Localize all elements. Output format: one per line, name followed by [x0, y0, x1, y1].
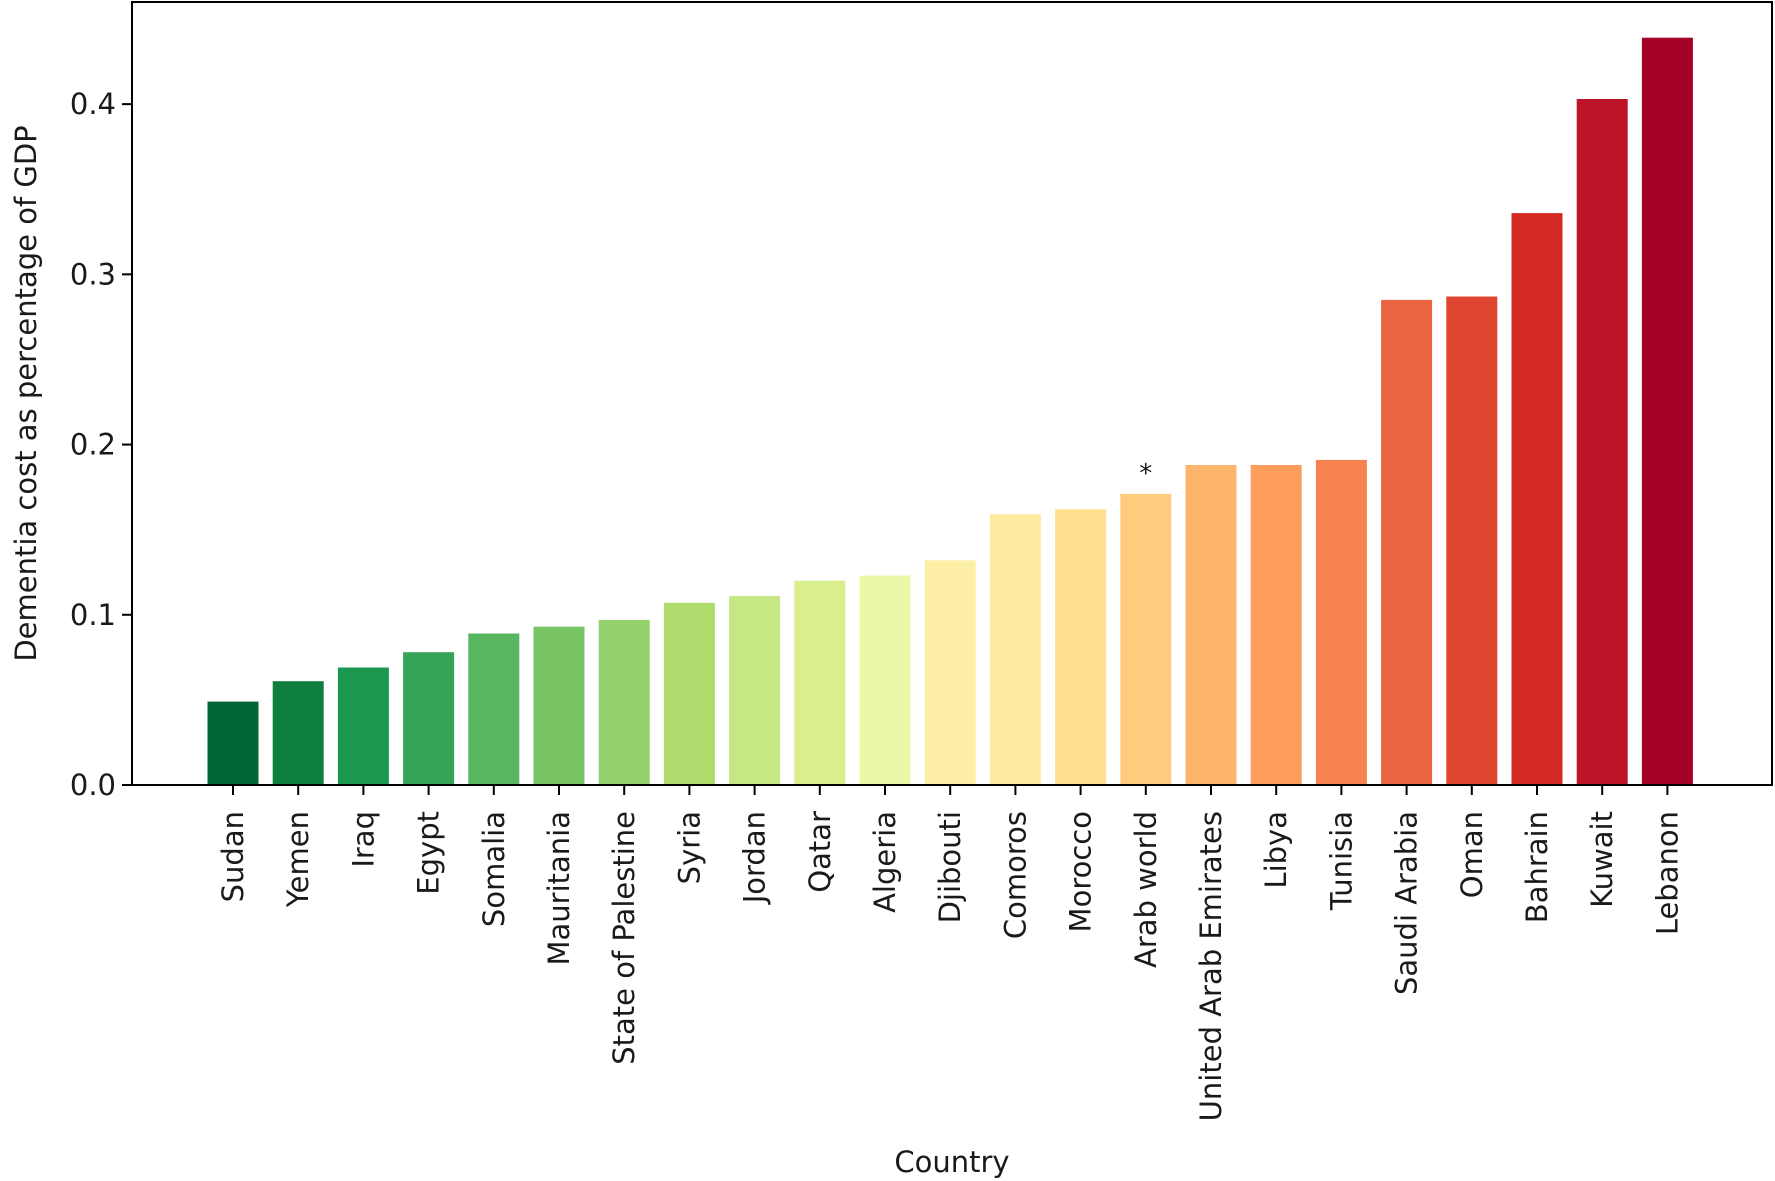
x-axis-title: Country: [894, 1145, 1009, 1179]
y-tick-label: 0.4: [70, 87, 116, 121]
x-tick-label: Djibouti: [933, 811, 967, 923]
x-tick-label: Libya: [1259, 811, 1293, 889]
bar-djibouti: [924, 560, 976, 785]
bar-algeria: [859, 575, 911, 785]
bar-sudan: [207, 701, 259, 785]
bar-jordan: [729, 596, 781, 785]
bar-iraq: [337, 667, 389, 785]
x-tick-label: Lebanon: [1650, 811, 1684, 935]
y-tick-label: 0.3: [70, 257, 116, 291]
x-tick-label: Somalia: [477, 811, 511, 927]
x-tick-label: Iraq: [346, 811, 380, 868]
x-tick-label: Oman: [1455, 811, 1489, 898]
bar-bahrain: [1511, 213, 1563, 786]
plot-frame: [131, 1, 1773, 786]
x-tick-label: Sudan: [216, 811, 250, 902]
y-tick-label: 0.1: [70, 598, 116, 632]
y-tick-label: 0.0: [70, 768, 116, 802]
bar-syria: [663, 602, 715, 785]
x-tick-label: Saudi Arabia: [1390, 811, 1424, 995]
x-tick-label: Qatar: [803, 811, 837, 893]
bar-morocco: [1055, 509, 1107, 785]
x-tick-label: Tunisia: [1324, 811, 1358, 911]
x-tick-label: State of Palestine: [607, 811, 641, 1065]
bar-qatar: [794, 580, 846, 785]
x-tick-label: Kuwait: [1585, 811, 1619, 908]
bar-egypt: [403, 652, 455, 785]
x-tick-label: Bahrain: [1520, 811, 1554, 923]
bar-tunisia: [1315, 459, 1367, 785]
x-tick-label: United Arab Emirates: [1194, 811, 1228, 1121]
bar-lebanon: [1641, 37, 1693, 785]
bar-state-of-palestine: [598, 619, 650, 785]
annotations-group: *: [1139, 459, 1152, 489]
y-axis-title: Dementia cost as percentage of GDP: [9, 125, 43, 661]
y-axis: 0.0 0.1 0.2 0.3 0.4: [70, 87, 132, 802]
x-tick-label: Comoros: [998, 811, 1032, 939]
x-tick-label: Algeria: [868, 811, 902, 913]
x-axis: Sudan Yemen Iraq Egypt Somalia Mauritania Stat…: [216, 785, 1684, 1121]
x-tick-label: Yemen: [281, 811, 315, 908]
bar-arab-world: [1120, 493, 1172, 785]
x-tick-label: Morocco: [1064, 811, 1098, 932]
bar-oman: [1446, 296, 1498, 785]
x-tick-label: Syria: [672, 811, 706, 884]
bar-libya: [1250, 465, 1302, 785]
bar-mauritania: [533, 626, 585, 785]
significance-annotation: *: [1139, 459, 1152, 489]
bar-somalia: [468, 633, 520, 785]
y-tick-label: 0.2: [70, 428, 116, 462]
x-tick-label: Mauritania: [542, 811, 576, 966]
bars-group: [207, 37, 1693, 786]
x-tick-label: Egypt: [412, 811, 446, 895]
x-tick-label: Jordan: [738, 811, 772, 905]
bar-united-arab-emirates: [1185, 465, 1237, 785]
bar-comoros: [989, 514, 1041, 785]
bar-yemen: [272, 681, 324, 785]
bar-saudi-arabia: [1381, 299, 1433, 785]
bar-kuwait: [1576, 99, 1628, 785]
x-tick-label: Arab world: [1129, 811, 1163, 968]
